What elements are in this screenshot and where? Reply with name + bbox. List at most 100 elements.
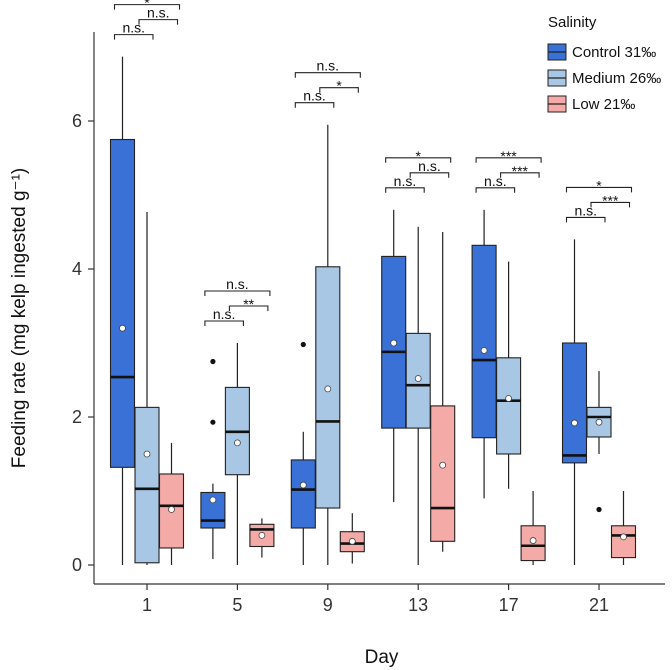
box-day17-series2 xyxy=(520,491,546,565)
significance-brackets: n.s.n.s.*n.s.**n.s.n.s.*n.s.n.s.n.s.*n.s… xyxy=(113,0,633,326)
legend-label: Control 31‰ xyxy=(572,44,656,61)
sig-label: n.s. xyxy=(418,158,441,174)
mean-point xyxy=(480,346,488,354)
mean-point xyxy=(209,496,217,504)
mean-point xyxy=(324,385,332,393)
box-day13-series2 xyxy=(430,232,456,552)
mean-point xyxy=(595,418,603,426)
y-axis-title: Feeding rate (mg kelp ingested g⁻¹) xyxy=(9,168,30,468)
legend-items: Control 31‰ Medium 26‰ Low 21‰ xyxy=(547,43,661,113)
box-day13-series0 xyxy=(381,209,407,503)
sig-bracket xyxy=(294,102,335,108)
boxes xyxy=(109,56,637,565)
box-iqr xyxy=(496,357,522,455)
y-tick-label: 0 xyxy=(72,555,82,575)
axes xyxy=(93,32,665,585)
sig-label: *** xyxy=(512,163,529,179)
box-iqr xyxy=(520,525,546,562)
mean-point xyxy=(414,375,422,382)
box-day9-series1 xyxy=(315,124,341,565)
box-day13-series1 xyxy=(405,226,431,565)
box-iqr xyxy=(430,405,456,542)
box-iqr xyxy=(290,459,316,529)
mean-point xyxy=(348,537,356,545)
sig-bracket xyxy=(204,320,244,326)
box-day1-series0 xyxy=(109,56,136,565)
mean-point xyxy=(571,419,578,427)
mean-point xyxy=(505,395,513,402)
x-axis-title: Day xyxy=(365,647,399,668)
outlier-point xyxy=(300,341,306,348)
sig-label: n.s. xyxy=(574,202,597,218)
sig-bracket xyxy=(113,34,154,40)
sig-bracket xyxy=(204,290,271,296)
box-iqr xyxy=(381,255,407,429)
x-tick-label: 13 xyxy=(408,595,428,615)
box-iqr xyxy=(134,406,160,564)
mean-point xyxy=(119,324,126,332)
sig-bracket xyxy=(565,186,633,193)
sig-bracket xyxy=(475,157,542,163)
legend-label: Medium 26‰ xyxy=(572,70,661,87)
box-day17-series0 xyxy=(471,209,497,499)
mean-point xyxy=(168,506,175,513)
legend: Salinity Control 31‰ Medium 26‰ Low 21‰ xyxy=(547,14,661,113)
sig-bracket xyxy=(228,305,269,311)
mean-point xyxy=(299,481,307,489)
box-day1-series1 xyxy=(134,212,160,565)
box-day21-series0 xyxy=(561,239,588,565)
sig-bracket xyxy=(409,172,450,178)
sig-label: *** xyxy=(500,148,517,164)
mean-point xyxy=(390,339,398,347)
box-day21-series2 xyxy=(610,491,637,565)
box-iqr xyxy=(471,244,497,439)
sig-label: n.s. xyxy=(122,20,145,36)
sig-bracket xyxy=(565,216,606,223)
outlier-point xyxy=(596,506,602,513)
y-ticks: 0 2 4 6 xyxy=(72,111,94,575)
box-iqr xyxy=(109,138,136,468)
sig-bracket xyxy=(590,201,631,208)
y-tick-label: 6 xyxy=(72,111,82,131)
box-day5-series2 xyxy=(249,518,275,558)
y-tick-label: 2 xyxy=(72,407,82,427)
sig-bracket xyxy=(385,157,452,163)
sig-label: n.s. xyxy=(484,173,507,189)
box-iqr xyxy=(561,342,588,464)
box-day5-series0 xyxy=(200,358,226,560)
sig-label: * xyxy=(336,78,342,94)
x-tick-label: 5 xyxy=(232,595,242,615)
x-tick-label: 17 xyxy=(499,595,519,615)
mean-point xyxy=(233,439,241,447)
sig-label: * xyxy=(144,0,150,11)
sig-bracket xyxy=(319,87,359,93)
sig-label: n.s. xyxy=(147,5,170,21)
sig-bracket xyxy=(138,19,179,25)
x-tick-label: 21 xyxy=(589,595,609,615)
sig-bracket xyxy=(500,172,540,178)
box-iqr xyxy=(610,525,637,559)
box-day9-series0 xyxy=(290,341,316,565)
y-tick-label: 4 xyxy=(72,259,82,279)
legend-label: Low 21‰ xyxy=(572,96,635,113)
x-ticks: 1 5 9 13 17 21 xyxy=(142,584,609,615)
sig-label: ** xyxy=(243,296,254,312)
sig-bracket xyxy=(475,187,516,193)
sig-label: *** xyxy=(602,192,619,208)
sig-label: n.s. xyxy=(213,306,236,322)
sig-label: * xyxy=(596,177,602,193)
mean-point xyxy=(529,537,537,544)
box-day21-series1 xyxy=(586,371,612,513)
box-day17-series1 xyxy=(496,261,522,489)
sig-bracket xyxy=(294,72,361,78)
mean-point xyxy=(439,461,447,469)
x-tick-label: 9 xyxy=(323,595,333,615)
sig-label: * xyxy=(415,148,421,164)
sig-bracket xyxy=(385,187,425,193)
sig-label: n.s. xyxy=(226,276,249,292)
box-day1-series2 xyxy=(158,442,185,565)
sig-label: n.s. xyxy=(317,58,340,74)
box-day9-series2 xyxy=(339,513,365,564)
x-tick-label: 1 xyxy=(142,595,152,615)
